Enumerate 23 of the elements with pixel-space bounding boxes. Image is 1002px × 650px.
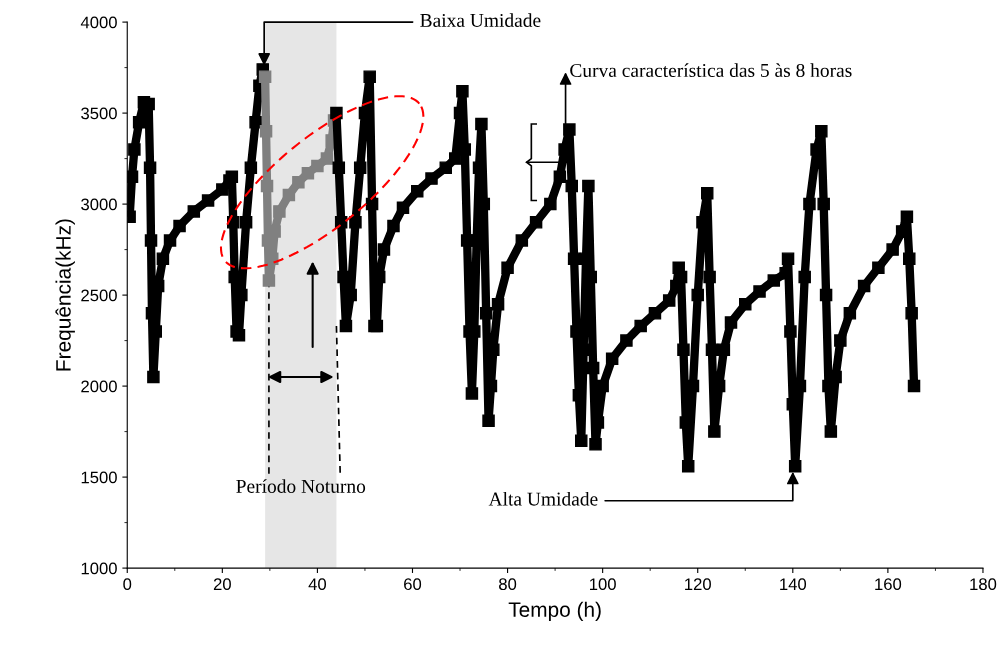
annotation: Alta Umidade xyxy=(488,491,598,506)
x-tick-label: 80 xyxy=(499,578,517,591)
x-tick-label: 140 xyxy=(780,578,807,591)
y-tick-label: 3500 xyxy=(81,107,117,120)
annotation: Baixa Umidade xyxy=(420,13,541,27)
annotation: Período Noturno xyxy=(236,479,366,493)
x-tick-label: 20 xyxy=(213,578,231,591)
x-axis-title: Tempo (h) xyxy=(508,601,601,622)
y-tick-label: 3000 xyxy=(81,198,117,211)
x-tick-label: 100 xyxy=(590,578,616,591)
x-tick-label: 60 xyxy=(404,578,422,591)
y-axis-title: Frequência(kHz) xyxy=(55,219,75,371)
x-tick-label: 120 xyxy=(685,578,711,591)
x-tick-label: 180 xyxy=(970,578,997,591)
y-tick-label: 2000 xyxy=(81,380,117,393)
x-tick-label: 0 xyxy=(123,578,132,591)
y-tick-label: 2500 xyxy=(81,289,117,302)
x-tick-label: 160 xyxy=(875,578,902,591)
y-tick-label: 1000 xyxy=(81,562,117,575)
y-tick-label: 4000 xyxy=(80,16,117,29)
x-tick-label: 40 xyxy=(308,578,327,591)
annotation: Curva característica das 5 às 8 horas xyxy=(570,63,852,78)
y-tick-label: 1500 xyxy=(81,471,117,484)
